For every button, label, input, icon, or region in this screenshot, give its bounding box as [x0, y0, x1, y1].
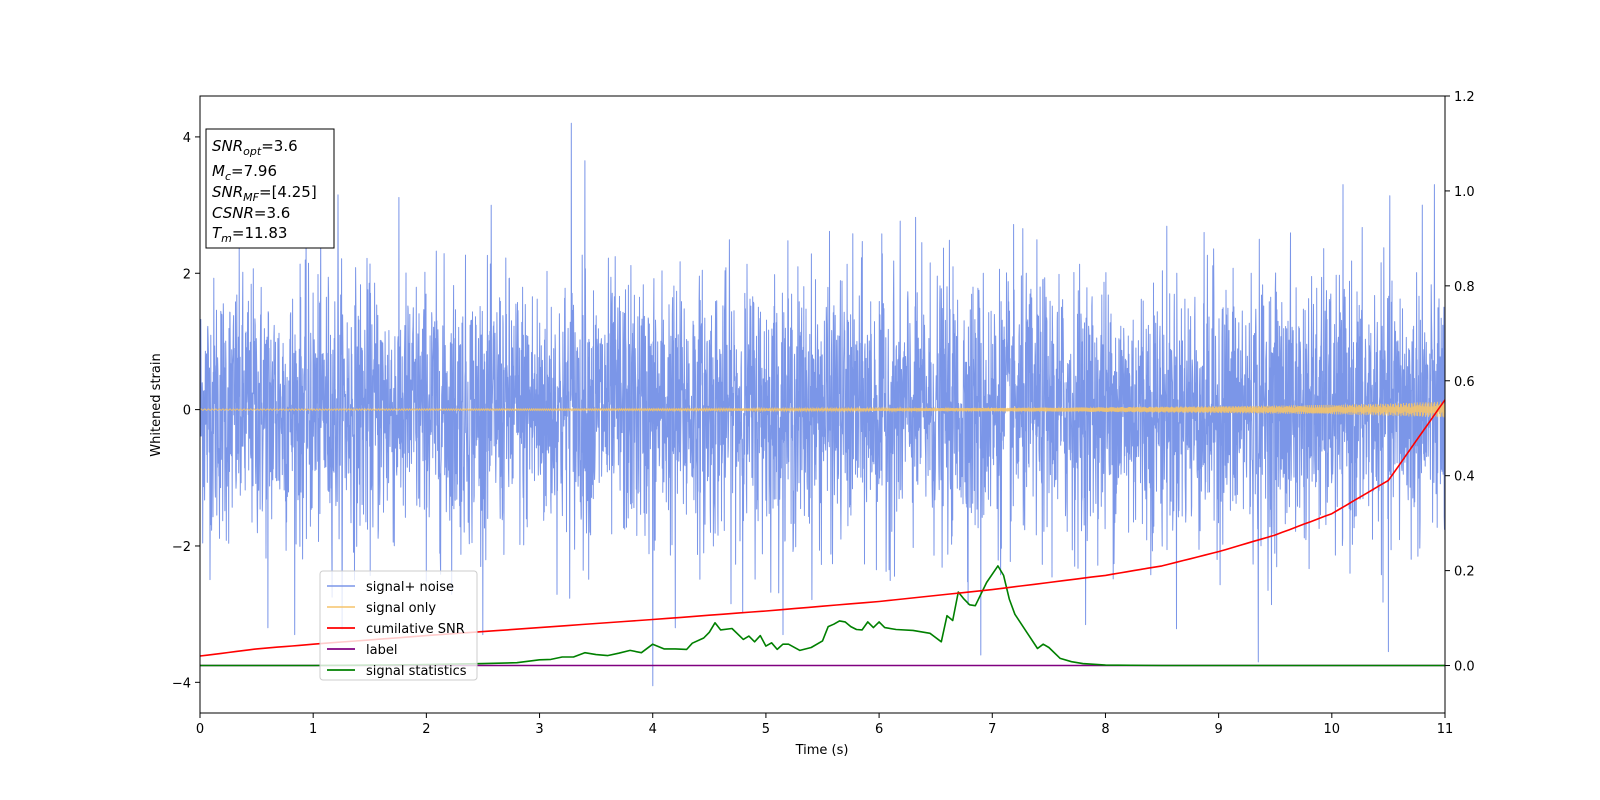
y-tick-label-right: 1.2: [1454, 90, 1475, 105]
y-tick-label-right: 0.6: [1454, 375, 1475, 390]
x-tick-label: 6: [875, 722, 883, 737]
legend-label: signal statistics: [366, 664, 467, 679]
plot-frame: [199, 95, 1446, 714]
signal-only-line: [199, 401, 1446, 418]
y-tick-label-left: −4: [172, 676, 191, 691]
x-tick-label: 9: [1214, 722, 1222, 737]
legend-label: signal only: [366, 601, 436, 616]
x-tick-label: 0: [196, 722, 204, 737]
y-tick-label-right: 0.8: [1454, 280, 1475, 295]
x-tick-label: 4: [649, 722, 657, 737]
y-tick-label-right: 0.4: [1454, 470, 1475, 485]
y-tick-label-right: 0.2: [1454, 565, 1475, 580]
legend-label: signal+ noise: [366, 580, 454, 595]
x-tick-label: 3: [535, 722, 543, 737]
annotation-line: SNRopt=3.6: [212, 137, 298, 158]
signal-only-path: [199, 401, 1446, 418]
y-tick-label-right: 0.0: [1454, 660, 1475, 675]
annotation-line: Mc=7.96: [212, 162, 277, 183]
y-axis-right: 0.0 0.2 0.4 0.6 0.8 1.0 1.2: [1445, 90, 1475, 675]
y-tick-label-left: 2: [183, 267, 191, 282]
y-axis-label-left: Whitened strain: [149, 353, 164, 456]
x-tick-label: 2: [422, 722, 430, 737]
y-axis-left: −4 −2 0 2 4: [172, 131, 200, 691]
annotation-line: SNRMF=[4.25]: [212, 183, 317, 204]
x-tick-label: 10: [1324, 722, 1341, 737]
annotation-line: CSNR=3.6: [212, 204, 290, 222]
x-tick-label: 8: [1101, 722, 1109, 737]
annotation-line: Tm=11.83: [212, 224, 287, 245]
x-axis-label: Time (s): [795, 743, 849, 758]
signal-noise-line: [199, 122, 1446, 687]
legend-label: cumilative SNR: [366, 622, 465, 637]
y-tick-label-left: 4: [183, 131, 191, 146]
x-tick-label: 1: [309, 722, 317, 737]
x-axis: 0 1 2 3 4 5 6 7 8 9 10 11: [196, 713, 1453, 737]
y-tick-label-left: −2: [172, 540, 191, 555]
x-tick-label: 11: [1437, 722, 1454, 737]
signal-statistics-line: [200, 565, 1445, 667]
x-tick-label: 5: [762, 722, 770, 737]
y-tick-label-left: 0: [183, 404, 191, 419]
legend-label: label: [366, 643, 397, 658]
legend: signal+ noise signal only cumilative SNR la…: [319, 570, 478, 681]
y-tick-label-right: 1.0: [1454, 185, 1475, 200]
signal-noise-path: [199, 122, 1446, 687]
x-tick-label: 7: [988, 722, 996, 737]
